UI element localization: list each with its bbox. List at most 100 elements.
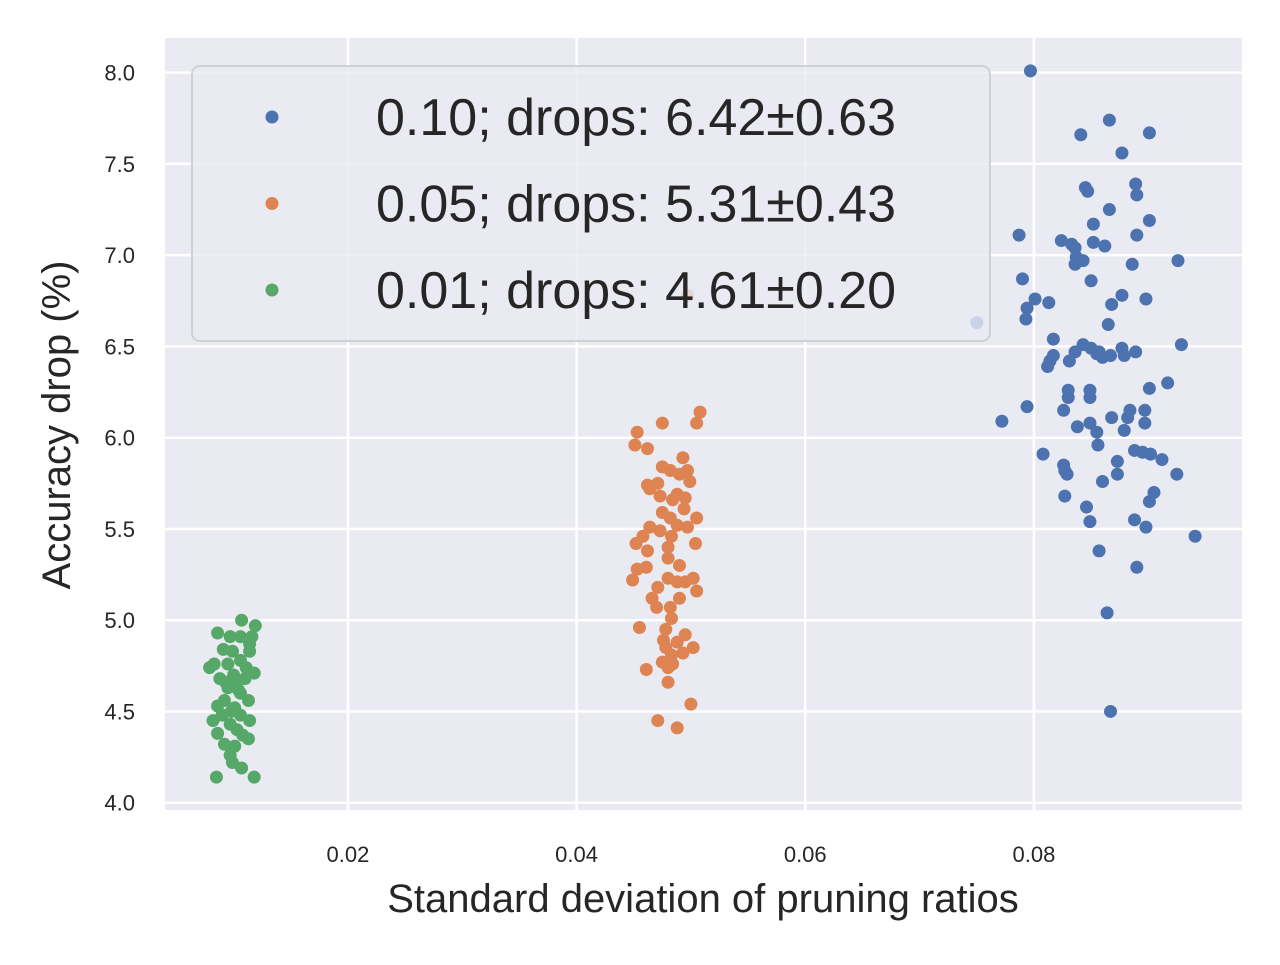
x-tick-labels: 0.02 0.04 0.06 0.08 (327, 842, 1056, 867)
data-point-blue (1096, 474, 1110, 488)
x-axis-label: Standard deviation of pruning ratios (387, 877, 1019, 921)
data-point-blue (1083, 391, 1097, 405)
data-point-green (233, 630, 247, 644)
data-point-blue (1012, 228, 1026, 242)
data-point-blue (1115, 341, 1129, 355)
data-point-blue (1080, 500, 1094, 514)
data-point-orange (661, 675, 675, 689)
data-point-orange (650, 600, 664, 614)
data-point-green (217, 737, 231, 751)
data-point-green (235, 613, 249, 627)
data-point-orange (690, 416, 704, 430)
data-point-blue (1081, 184, 1095, 198)
data-point-blue (1188, 529, 1202, 543)
data-point-orange (663, 600, 677, 614)
data-point-blue (1054, 234, 1068, 248)
data-point-orange (693, 405, 707, 419)
data-point-blue (1142, 214, 1156, 228)
data-point-blue (1105, 411, 1119, 425)
data-point-orange (686, 641, 700, 655)
data-point-green (241, 732, 255, 746)
data-point-green (231, 683, 245, 697)
y-tick-label: 5.0 (104, 608, 135, 633)
data-point-orange (670, 635, 684, 649)
data-point-blue (1138, 416, 1152, 430)
y-tick-label: 4.0 (104, 791, 135, 816)
data-point-green (206, 714, 220, 728)
data-point-orange (640, 442, 654, 456)
y-tick-label: 7.5 (104, 152, 135, 177)
data-point-blue (1130, 188, 1144, 202)
y-axis-label: Accuracy drop (%) (35, 261, 79, 590)
data-point-blue (1115, 288, 1129, 302)
legend-box (191, 65, 991, 342)
data-point-blue (1128, 513, 1142, 527)
data-point-blue (1129, 345, 1143, 359)
data-point-green (203, 661, 217, 675)
data-point-orange (678, 575, 692, 589)
data-point-blue (1104, 349, 1118, 363)
data-point-orange (672, 591, 686, 605)
data-point-orange (684, 697, 698, 711)
data-point-blue (1083, 515, 1097, 529)
x-tick-label: 0.02 (327, 842, 370, 867)
data-point-orange (630, 562, 644, 576)
y-tick-label: 6.5 (104, 334, 135, 359)
data-point-green (219, 675, 233, 689)
data-point-green (241, 693, 255, 707)
data-point-green (211, 726, 225, 740)
data-point-blue (1020, 400, 1034, 414)
data-point-blue (1102, 203, 1116, 217)
data-point-orange (659, 622, 673, 636)
legend-label: 0.10; drops: 6.42±0.63 (376, 89, 896, 147)
legend-marker-green (265, 283, 279, 297)
data-point-blue (1091, 438, 1105, 452)
data-point-green (247, 770, 261, 784)
data-point-blue (1174, 338, 1188, 352)
data-point-green (243, 714, 257, 728)
data-point-blue (1020, 301, 1034, 315)
data-point-orange (666, 493, 680, 507)
legend-marker-orange (265, 197, 279, 210)
x-tick-label: 0.08 (1013, 842, 1056, 867)
legend-label: 0.05; drops: 5.31±0.43 (376, 176, 896, 234)
data-point-blue (1057, 403, 1071, 417)
data-point-blue (1142, 126, 1156, 140)
data-point-blue (1086, 217, 1100, 231)
data-point-blue (1023, 64, 1037, 78)
data-point-orange (680, 520, 694, 534)
data-point-blue (1090, 425, 1104, 439)
data-point-blue (1086, 235, 1100, 249)
data-point-blue (1110, 467, 1124, 481)
data-point-blue (1115, 146, 1129, 160)
data-point-blue (1036, 447, 1050, 461)
data-point-blue (1028, 292, 1042, 306)
data-point-orange (664, 611, 678, 625)
x-tick-label: 0.06 (784, 842, 827, 867)
data-point-orange (630, 425, 644, 439)
data-point-blue (1139, 520, 1153, 534)
data-point-blue (1070, 420, 1084, 434)
data-point-green (235, 761, 249, 775)
data-point-orange (661, 661, 675, 675)
data-point-blue (1142, 495, 1156, 509)
legend-label: 0.01; drops: 4.61±0.20 (376, 262, 896, 320)
y-tick-label: 5.5 (104, 517, 135, 542)
data-point-blue (1084, 274, 1098, 288)
data-point-orange (651, 580, 665, 594)
data-point-blue (1046, 332, 1060, 346)
data-point-blue (1076, 254, 1090, 268)
data-point-green (243, 644, 257, 658)
y-tick-labels: 4.0 4.5 5.0 5.5 6.0 6.5 7.0 7.5 8.0 (104, 61, 135, 816)
data-point-blue (1130, 560, 1144, 574)
data-point-orange (690, 511, 704, 525)
data-point-blue (1129, 177, 1143, 191)
data-point-blue (1125, 257, 1139, 271)
data-point-orange (640, 544, 654, 558)
legend-marker-blue (265, 110, 279, 124)
data-point-green (225, 644, 239, 658)
data-point-orange (651, 714, 665, 728)
x-tick-label: 0.04 (555, 842, 598, 867)
data-point-blue (995, 414, 1009, 428)
